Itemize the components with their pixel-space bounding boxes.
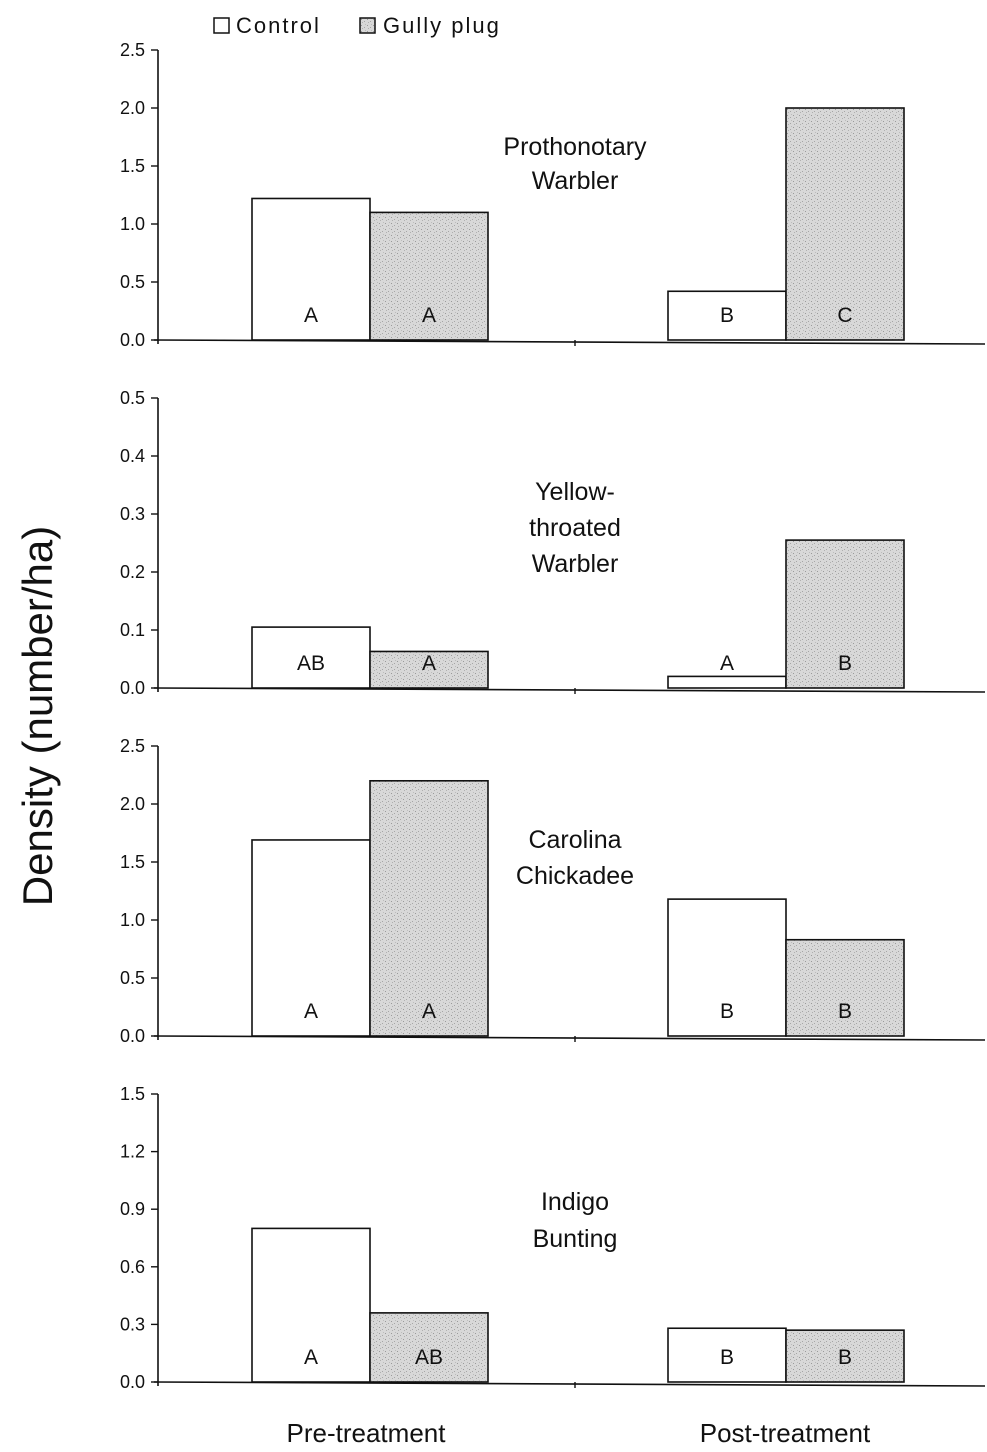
significance-letter: A xyxy=(304,1346,318,1369)
significance-letter: A xyxy=(720,652,734,675)
bar-gully-plug-post xyxy=(785,539,905,689)
y-tick-label: 0.5 xyxy=(120,968,145,988)
bar-gully-plug-pre xyxy=(369,650,489,689)
y-tick-label: 0.3 xyxy=(120,504,145,524)
y-tick-label: 0.4 xyxy=(120,446,145,466)
bar-gully-plug-pre xyxy=(369,211,489,341)
y-axis-label: Density (number/ha) xyxy=(14,526,61,906)
legend-swatch-control xyxy=(213,17,230,34)
y-tick-label: 0.5 xyxy=(120,388,145,408)
significance-letter: A xyxy=(422,1000,436,1023)
y-tick-label: 0.2 xyxy=(120,562,145,582)
y-tick-label: 1.0 xyxy=(120,214,145,234)
species-label: Warbler xyxy=(532,550,619,578)
bar-gully-plug-post xyxy=(785,1329,905,1383)
significance-letter: A xyxy=(422,304,436,327)
bar-control-post xyxy=(667,898,787,1037)
category-label-post-treatment: Post-treatment xyxy=(700,1418,871,1448)
panel-2: 0.00.10.20.30.40.5AB AA BYellow-throatedWa… xyxy=(120,388,986,698)
y-tick-label: 1.2 xyxy=(120,1142,145,1162)
y-tick-label: 0.1 xyxy=(120,620,145,640)
legend-label-gully-plug: Gully plug xyxy=(383,13,501,38)
y-tick-label: 1.0 xyxy=(120,910,145,930)
species-label: Warbler xyxy=(532,167,619,195)
bar-gully-plug-post xyxy=(785,107,905,341)
bar-gully-plug-post xyxy=(785,938,905,1037)
bar-control-pre xyxy=(251,839,371,1037)
significance-letter: AB xyxy=(415,1346,443,1369)
significance-letter: B xyxy=(838,652,852,675)
y-tick-label: 0.5 xyxy=(120,272,145,292)
bar-control-post xyxy=(667,290,787,341)
bar-control-pre xyxy=(251,1227,371,1383)
species-label: Yellow- xyxy=(535,478,615,506)
species-label: throated xyxy=(529,514,621,542)
y-tick-label: 0.6 xyxy=(120,1257,145,1277)
y-tick-label: 1.5 xyxy=(120,1084,145,1104)
significance-letter: B xyxy=(838,1346,852,1369)
significance-letter: A xyxy=(422,652,436,675)
panel-1: 0.0 0.5 1.0 1.5 2.0 2.5 A B A C Prothonotary Warble… xyxy=(120,40,986,350)
species-label: Indigo xyxy=(541,1188,609,1216)
bar-gully-plug-pre xyxy=(369,779,489,1037)
bar-control-post xyxy=(667,675,787,689)
y-tick-label: 0.0 xyxy=(120,1026,145,1046)
y-tick-label: 0.0 xyxy=(120,678,145,698)
significance-letter: B xyxy=(720,1346,734,1369)
y-tick-label: 1.5 xyxy=(120,852,145,872)
legend: Control Gully plug xyxy=(213,13,501,38)
y-tick-label: 1.5 xyxy=(120,156,145,176)
significance-letter: A xyxy=(304,304,318,327)
legend-swatch-gully-plug xyxy=(359,17,376,34)
y-tick-label: 0.9 xyxy=(120,1199,145,1219)
species-label: Carolina xyxy=(528,826,621,854)
significance-letter: B xyxy=(720,1000,734,1023)
panels: 0.00.51.01.52.02.5A BA CProthonotaryWarble… xyxy=(120,40,986,1392)
significance-letter: C xyxy=(837,304,852,327)
bar-gully-plug-pre xyxy=(369,1312,489,1383)
y-tick-label: 0.0 xyxy=(120,1372,145,1392)
panel-3: 0.0 0.5 1.0 1.5 2.0 2.5 A B A B Carolina Chickadee xyxy=(120,736,986,1046)
bar-control-post xyxy=(667,1327,787,1383)
significance-letter: B xyxy=(838,1000,852,1023)
y-tick-label: 0.0 xyxy=(120,330,145,350)
significance-letter: A xyxy=(304,1000,318,1023)
category-label-pre-treatment: Pre-treatment xyxy=(287,1418,447,1448)
legend-label-control: Control xyxy=(236,13,321,38)
species-label: Prothonotary xyxy=(503,133,647,161)
y-tick-label: 2.0 xyxy=(120,98,145,118)
significance-letter: AB xyxy=(297,652,325,675)
y-tick-label: 2.5 xyxy=(120,40,145,60)
significance-letter: B xyxy=(720,304,734,327)
species-label: Chickadee xyxy=(516,862,634,890)
species-label: Bunting xyxy=(533,1225,618,1253)
y-tick-label: 2.5 xyxy=(120,736,145,756)
y-tick-label: 0.3 xyxy=(120,1314,145,1334)
y-tick-label: 2.0 xyxy=(120,794,145,814)
